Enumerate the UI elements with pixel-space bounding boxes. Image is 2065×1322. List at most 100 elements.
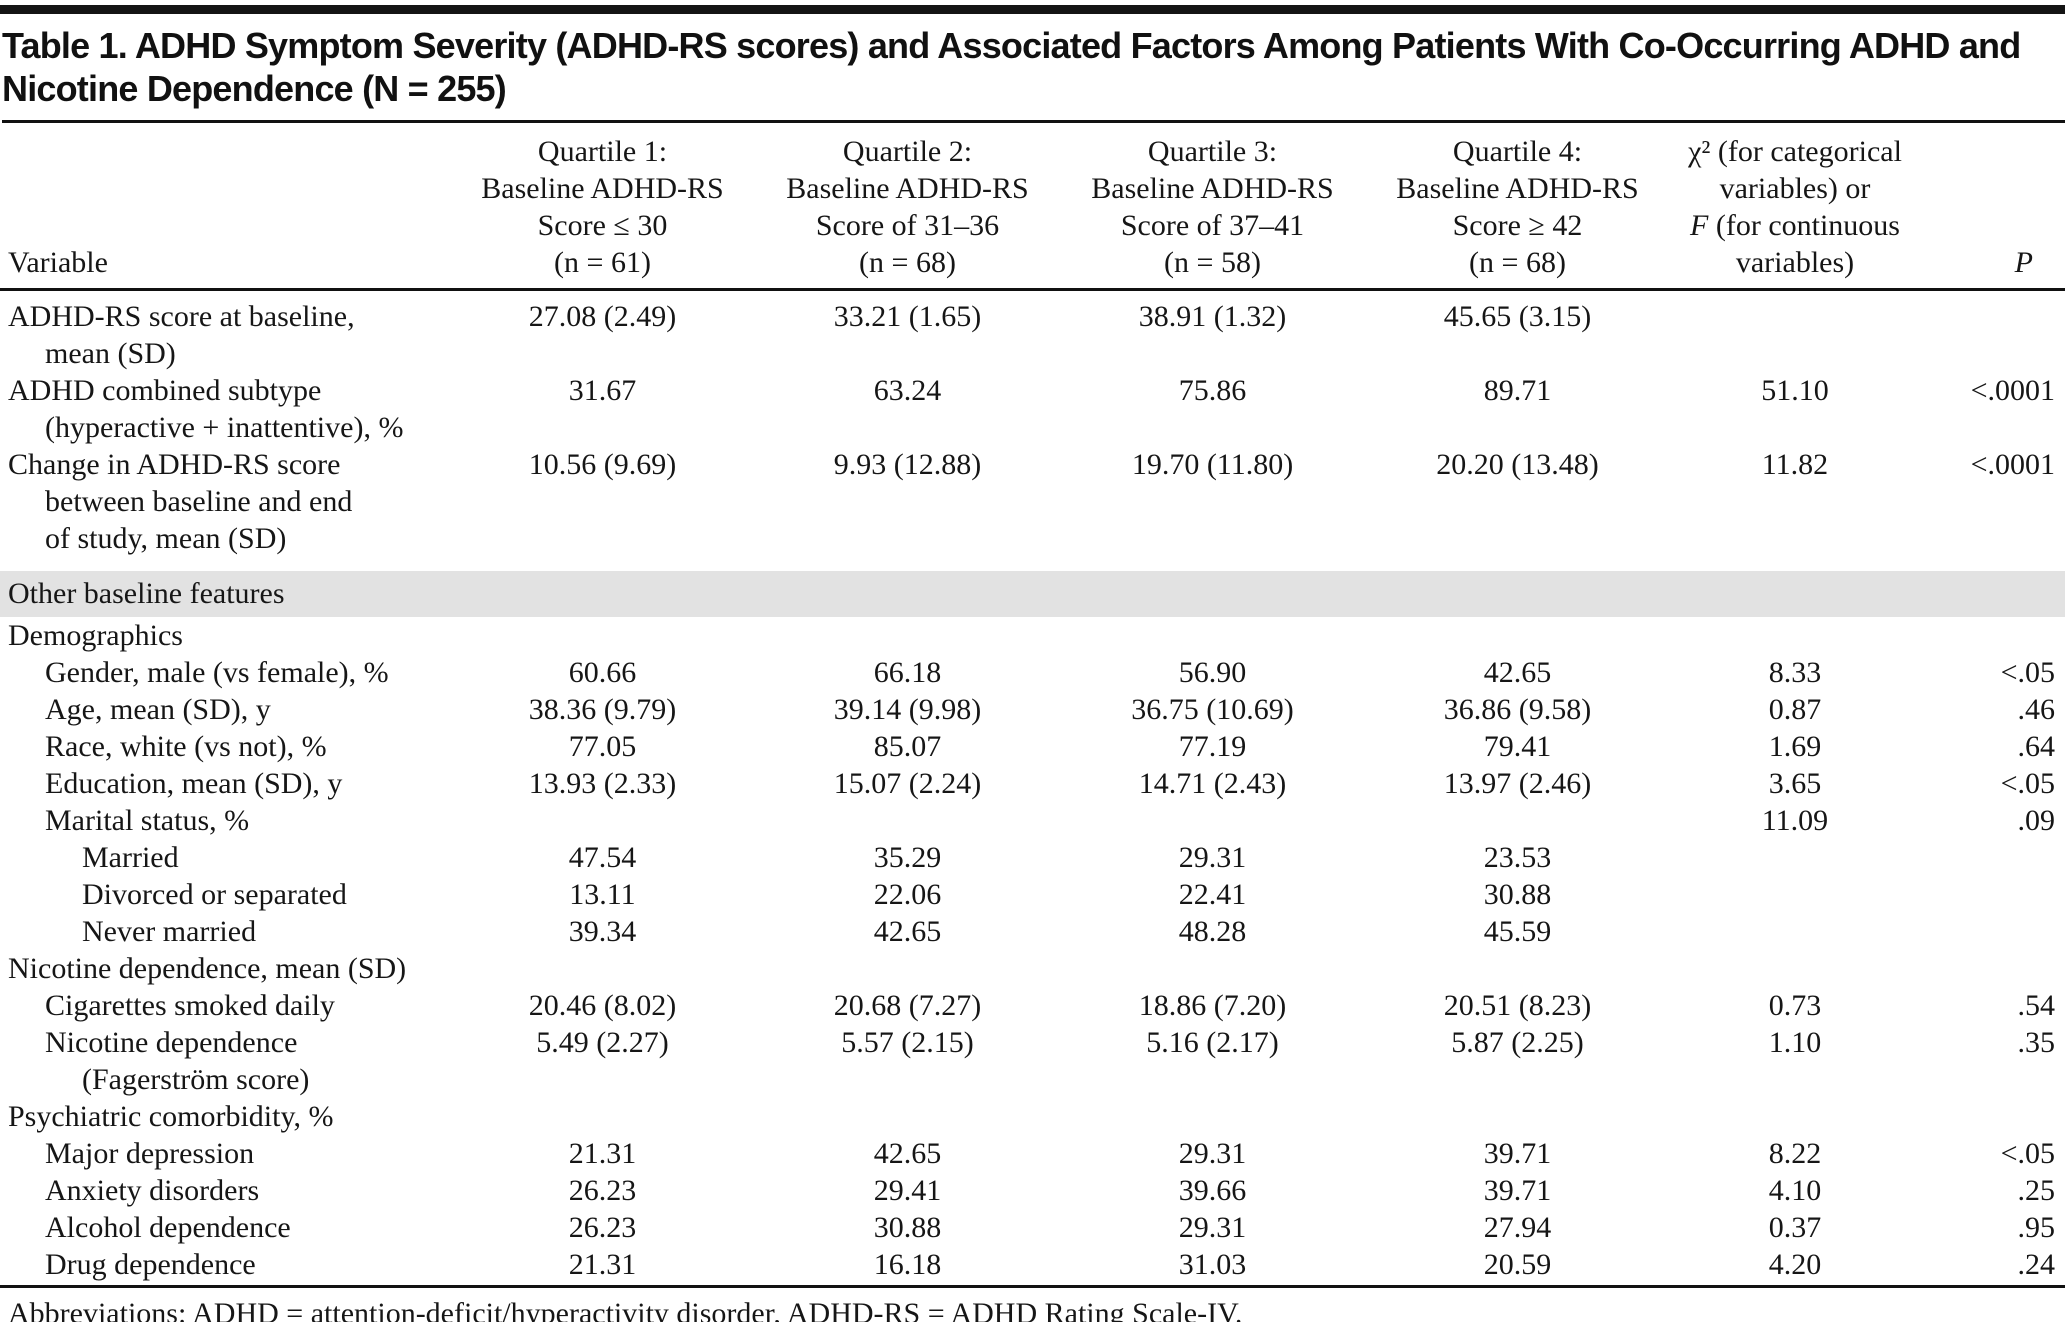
- quartile-3-value: 56.90: [1178, 656, 1247, 689]
- p-value: [1920, 290, 2065, 373]
- col-header-quartile-4: Quartile 4: Baseline ADHD-RS Score ≥ 42 …: [1365, 123, 1670, 291]
- statistic-value: 11.09: [1761, 804, 1829, 837]
- col-header-quartile-2: Quartile 2: Baseline ADHD-RS Score of 31…: [755, 123, 1060, 291]
- row-label: Age, mean (SD), y: [45, 693, 271, 726]
- statistic-value: 4.20: [1768, 1248, 1822, 1281]
- quartile-2-value: 42.65: [873, 915, 942, 948]
- table-row: Alcohol dependence 26.23 30.88 29.31 27.94 0.…: [0, 1209, 2065, 1246]
- quartile-3-value: 38.91 (1.32): [1138, 300, 1287, 333]
- p-value: .54: [2017, 989, 2056, 1022]
- row-label: Major depression: [45, 1137, 255, 1170]
- band-label: Other baseline features: [0, 571, 2065, 617]
- row-label: Never married: [82, 915, 257, 948]
- quartile-1-value: 10.56 (9.69): [528, 448, 677, 481]
- quartile-2-value: 63.24: [873, 374, 942, 407]
- p-value: [1920, 876, 2065, 913]
- table-row: Divorced or separated 13.11 22.06 22.41 30.8…: [0, 876, 2065, 913]
- quartile-2-value: 66.18: [873, 656, 942, 689]
- quartile-3-value: 29.31: [1178, 1137, 1247, 1170]
- adhd-severity-table: Variable Quartile 1: Baseline ADHD-RS Sc…: [0, 123, 2065, 1283]
- quartile-4-value: 20.51 (8.23): [1443, 989, 1592, 1022]
- p-value: <.0001: [1970, 448, 2055, 481]
- row-label: Drug dependence: [45, 1248, 256, 1281]
- quartile-2-value: 5.57 (2.15): [841, 1026, 974, 1059]
- statistic-value: 0.37: [1768, 1211, 1822, 1244]
- col-header-quartile-1: Quartile 1: Baseline ADHD-RS Score ≤ 30 …: [450, 123, 755, 291]
- quartile-1-value: 31.67: [568, 374, 637, 407]
- quartile-4-value: 30.88: [1483, 878, 1552, 911]
- statistic-value: [1670, 290, 1920, 373]
- quartile-2-value: 30.88: [873, 1211, 942, 1244]
- quartile-2-value: [755, 802, 1060, 839]
- statistic-value: 51.10: [1761, 374, 1829, 407]
- quartile-3-value: 29.31: [1178, 1211, 1247, 1244]
- quartile-3-value: 36.75 (10.69): [1131, 693, 1294, 726]
- row-label: Demographics: [8, 619, 183, 652]
- col-header-variable: Variable: [0, 123, 450, 291]
- quartile-1-value: 21.31: [568, 1137, 637, 1170]
- p-value: <.05: [2000, 767, 2055, 800]
- quartile-3-value: 31.03: [1178, 1248, 1247, 1281]
- statistic-value: 0.73: [1768, 989, 1822, 1022]
- table-row: ADHD combined subtype (hyperactive + ina…: [0, 372, 2065, 446]
- quartile-1-value: 5.49 (2.27): [536, 1026, 669, 1059]
- quartile-4-value: 5.87 (2.25): [1451, 1026, 1584, 1059]
- quartile-1-value: 47.54: [568, 841, 637, 874]
- p-value: <.05: [2000, 656, 2055, 689]
- col-header-statistic: χ² (for categorical variables) or F (for…: [1670, 123, 1920, 291]
- quartile-1-value: 38.36 (9.79): [528, 693, 677, 726]
- quartile-4-value: 39.71: [1483, 1137, 1552, 1170]
- stat-header-line-2: variables) or: [1719, 172, 1871, 205]
- quartile-1-value: 77.05: [568, 730, 637, 763]
- quartile-4-value: 27.94: [1483, 1211, 1552, 1244]
- footnote-block: Abbreviations: ADHD = attention-deficit/…: [0, 1285, 2065, 1322]
- quartile-1-value: 13.93 (2.33): [528, 767, 677, 800]
- table-row: Nicotine dependence (Fagerström score) 5.…: [0, 1024, 2065, 1098]
- table-row: Anxiety disorders 26.23 29.41 39.66 39.71 4.1…: [0, 1172, 2065, 1209]
- quartile-3-value: 22.41: [1178, 878, 1247, 911]
- row-label: Race, white (vs not), %: [45, 730, 327, 763]
- quartile-3-value: 77.19: [1178, 730, 1247, 763]
- table-row: Change in ADHD-RS score between baseline…: [0, 446, 2065, 557]
- table-row: Cigarettes smoked daily 20.46 (8.02) 20.68…: [0, 987, 2065, 1024]
- statistic-value: 1.69: [1768, 730, 1822, 763]
- quartile-2-value: 33.21 (1.65): [833, 300, 982, 333]
- abbreviations-note: Abbreviations: ADHD = attention-deficit/…: [8, 1297, 1243, 1322]
- quartile-2-value: 29.41: [873, 1174, 942, 1207]
- statistic-value: 8.33: [1768, 656, 1822, 689]
- band-row: Other baseline features: [0, 571, 2065, 617]
- quartile-2-value: 9.93 (12.88): [833, 448, 982, 481]
- statistic-value: 11.82: [1761, 448, 1829, 481]
- quartile-2-value: 85.07: [873, 730, 942, 763]
- quartile-1-value: 21.31: [568, 1248, 637, 1281]
- statistic-value: 1.10: [1768, 1026, 1822, 1059]
- table-body: ADHD-RS score at baseline, mean (SD) 27.0…: [0, 290, 2065, 1284]
- quartile-1-value: 60.66: [568, 656, 637, 689]
- p-value: .09: [2017, 804, 2056, 837]
- section-row: Demographics: [0, 617, 2065, 654]
- quartile-4-value: 20.20 (13.48): [1436, 448, 1599, 481]
- row-label: Cigarettes smoked daily: [45, 989, 335, 1022]
- quartile-1-value: 20.46 (8.02): [528, 989, 677, 1022]
- quartile-4-value: 45.59: [1483, 915, 1552, 948]
- statistic-value: 8.22: [1768, 1137, 1822, 1170]
- quartile-1-value: 26.23: [568, 1211, 637, 1244]
- col-header-quartile-3: Quartile 3: Baseline ADHD-RS Score of 37…: [1060, 123, 1365, 291]
- quartile-4-value: 42.65: [1483, 656, 1552, 689]
- table-row: Age, mean (SD), y 38.36 (9.79) 39.14 (9.98…: [0, 691, 2065, 728]
- quartile-1-value: 26.23: [568, 1174, 637, 1207]
- table-row: Marital status, % 11.09 .09: [0, 802, 2065, 839]
- row-label: Education, mean (SD), y: [45, 767, 343, 800]
- row-label: Gender, male (vs female), %: [45, 656, 389, 689]
- table-row: Gender, male (vs female), % 60.66 66.18 56.…: [0, 654, 2065, 691]
- quartile-3-value: 48.28: [1178, 915, 1247, 948]
- row-label: Marital status, %: [45, 804, 250, 837]
- quartile-4-value: [1365, 802, 1670, 839]
- p-value: .46: [2017, 693, 2056, 726]
- stat-header-line-3: F (for continuous: [1690, 209, 1900, 242]
- row-label: Nicotine dependence, mean (SD): [8, 952, 407, 985]
- quartile-4-value: 79.41: [1483, 730, 1552, 763]
- quartile-4-value: 89.71: [1483, 374, 1552, 407]
- p-value: [1920, 839, 2065, 876]
- quartile-2-value: 15.07 (2.24): [833, 767, 982, 800]
